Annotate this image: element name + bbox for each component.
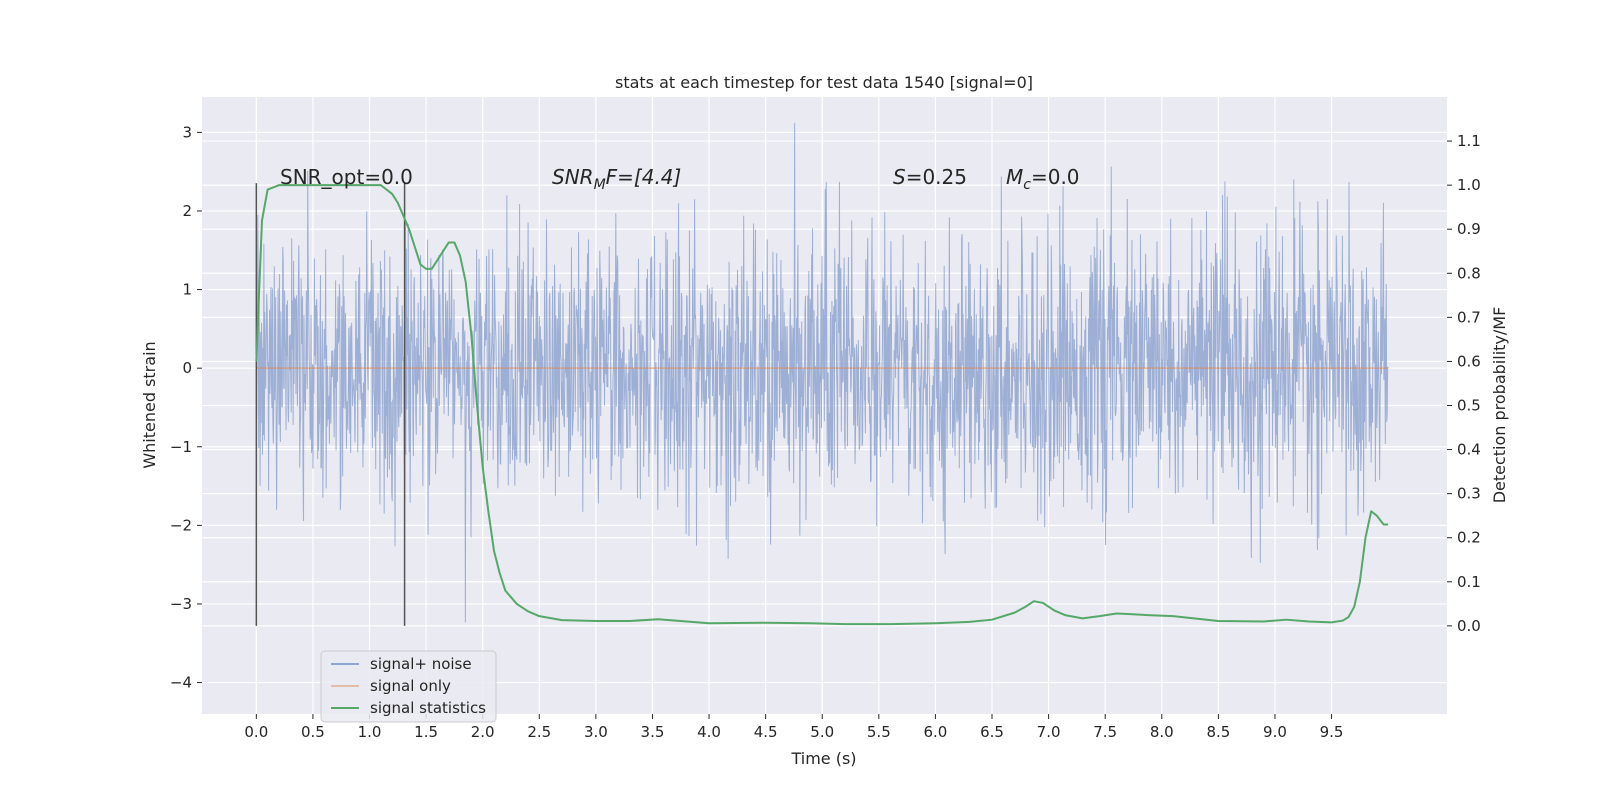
- x-tick-label: 0.5: [301, 723, 325, 741]
- right-y-tick-label: 0.5: [1457, 397, 1481, 415]
- x-tick-label: 4.5: [754, 723, 778, 741]
- x-tick-label: 3.0: [584, 723, 608, 741]
- legend-label-signal-statistics: signal statistics: [370, 699, 486, 717]
- signal-noise-line: [255, 122, 1389, 623]
- right-y-tick-label: 0.4: [1457, 441, 1481, 459]
- y-axis-label: Whitened strain: [140, 341, 159, 468]
- right-y-tick-label: 0.8: [1457, 264, 1481, 282]
- y-axis-ticks: 3 2 1 0 −1 −2 −3 −4: [170, 123, 202, 692]
- marker-lines: [255, 183, 406, 626]
- chart-title: stats at each timestep for test data 154…: [615, 73, 1033, 92]
- right-y-axis-label: Detection probability/MF: [1490, 307, 1509, 504]
- x-tick-label: 4.0: [697, 723, 721, 741]
- right-y-tick-label: 0.2: [1457, 529, 1481, 547]
- series-signal-statistics: [255, 184, 1389, 626]
- right-y-tick-label: 0.9: [1457, 220, 1481, 238]
- x-axis-ticks: 0.0 0.5 1.0 1.5 2.0 2.5 3.0 3.5 4.0 4.5 5.0 5.5 6.0 6…: [244, 714, 1343, 741]
- annotation-mc: Mc=0.0: [1006, 165, 1080, 193]
- x-tick-label: 2.0: [471, 723, 495, 741]
- legend-box: [320, 650, 497, 723]
- x-tick-label: 9.0: [1263, 723, 1287, 741]
- x-tick-label: 2.5: [527, 723, 551, 741]
- right-y-tick-label: 0.0: [1457, 617, 1481, 635]
- x-tick-label: 6.0: [923, 723, 947, 741]
- series-signal-noise: [255, 122, 1389, 623]
- y-tick-label: 2: [182, 202, 192, 220]
- right-y-tick-label: 0.1: [1457, 573, 1481, 591]
- x-tick-label: 0.0: [244, 723, 268, 741]
- x-tick-label: 7.5: [1093, 723, 1117, 741]
- signal-statistics-line: [255, 184, 1389, 626]
- y-tick-label: −3: [170, 595, 192, 613]
- y-tick-label: −4: [170, 674, 192, 692]
- legend-label-signal-only: signal only: [370, 677, 451, 695]
- right-y-tick-label: 0.3: [1457, 485, 1481, 503]
- annotation-snr-opt: SNR_opt=0.0: [280, 165, 413, 189]
- x-tick-label: 5.0: [810, 723, 834, 741]
- right-y-tick-label: 1.0: [1457, 176, 1481, 194]
- x-tick-label: 7.0: [1037, 723, 1061, 741]
- x-tick-label: 1.0: [358, 723, 382, 741]
- right-y-tick-label: 1.1: [1457, 132, 1481, 150]
- annotation-s: S=0.25: [893, 165, 967, 189]
- x-tick-label: 6.5: [980, 723, 1004, 741]
- x-tick-label: 1.5: [414, 723, 438, 741]
- x-axis-label: Time (s): [790, 749, 856, 768]
- legend-label-signal-noise: signal+ noise: [370, 655, 472, 673]
- x-tick-label: 3.5: [641, 723, 665, 741]
- legend: signal+ noise signal only signal statist…: [320, 650, 497, 723]
- y-tick-label: 3: [182, 123, 192, 141]
- annotation-snr-mf: SNRMF=[4.4]: [552, 165, 681, 193]
- y-tick-label: −2: [170, 516, 192, 534]
- x-tick-label: 8.0: [1150, 723, 1174, 741]
- x-tick-label: 5.5: [867, 723, 891, 741]
- y-tick-label: 1: [182, 281, 192, 299]
- x-tick-label: 8.5: [1206, 723, 1230, 741]
- right-y-tick-label: 0.6: [1457, 352, 1481, 370]
- y-tick-label: −1: [170, 438, 192, 456]
- x-tick-label: 9.5: [1320, 723, 1344, 741]
- right-y-tick-label: 0.7: [1457, 308, 1481, 326]
- right-y-axis-ticks: 1.1 1.0 0.9 0.8 0.7 0.6 0.5 0.4 0.3 0.2 0.1 0.0: [1447, 132, 1481, 635]
- y-tick-label: 0: [182, 359, 192, 377]
